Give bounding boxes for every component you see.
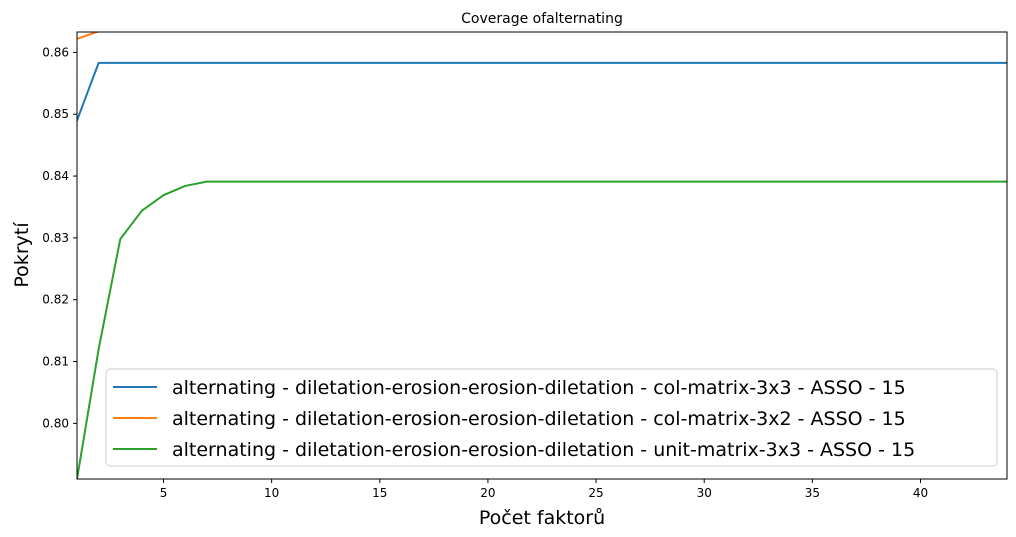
legend: alternating - diletation-erosion-erosion… (105, 368, 998, 467)
series-line-1 (77, 61, 1007, 122)
x-tick-label: 20 (480, 486, 495, 500)
y-tick-label: 0.83 (42, 231, 69, 245)
plot-area (76, 31, 1008, 480)
y-tick-label: 0.84 (42, 169, 69, 183)
series-layer (77, 32, 1007, 479)
y-axis: 0.80 0.81 0.82 0.83 0.84 0.85 0.86 (42, 45, 77, 430)
legend-label-2: alternating - diletation-erosion-erosion… (172, 408, 906, 430)
x-tick-label: 10 (264, 486, 279, 500)
legend-entries: alternating - diletation-erosion-erosion… (113, 377, 915, 461)
y-tick-label: 0.80 (42, 416, 69, 430)
y-tick-label: 0.85 (42, 107, 69, 121)
y-tick-label: 0.82 (42, 293, 69, 307)
y-tick-label: 0.81 (42, 355, 69, 369)
x-tick-label: 30 (697, 486, 712, 500)
chart-title: Coverage ofalternating (461, 11, 623, 27)
x-tick-label: 35 (805, 486, 820, 500)
plot-frame (76, 31, 1008, 480)
x-tick-label: 15 (372, 486, 387, 500)
x-tick-label: 25 (588, 486, 603, 500)
x-axis: 5 10 15 20 25 30 35 40 (160, 479, 928, 500)
x-tick-label: 40 (913, 486, 928, 500)
x-axis-label: Počet faktorů (479, 507, 605, 529)
y-axis-label: Pokrytí (11, 222, 33, 288)
y-tick-label: 0.86 (42, 45, 69, 59)
series-line-3 (77, 180, 1007, 479)
legend-box (105, 368, 998, 467)
series-line-2 (77, 32, 1007, 40)
x-tick-label: 5 (160, 486, 168, 500)
legend-label-3: alternating - diletation-erosion-erosion… (172, 439, 915, 461)
legend-label-1: alternating - diletation-erosion-erosion… (172, 377, 906, 399)
